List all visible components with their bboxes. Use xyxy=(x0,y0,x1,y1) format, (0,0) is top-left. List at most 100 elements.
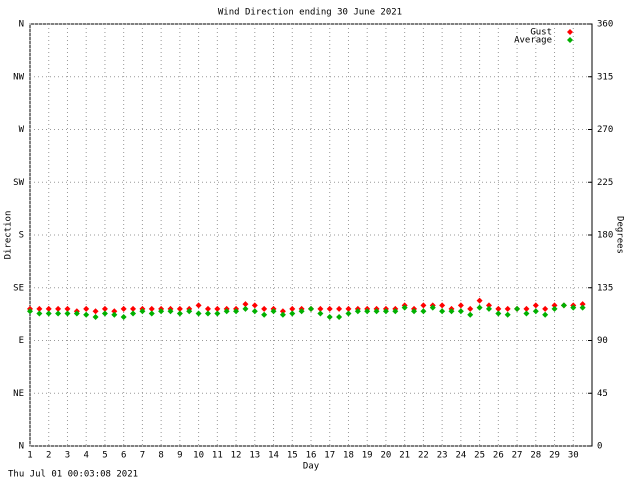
point xyxy=(36,305,43,312)
point xyxy=(251,308,258,315)
point xyxy=(176,305,183,312)
y-tick-label: W xyxy=(19,125,25,135)
x-axis-label: Day xyxy=(303,462,320,472)
point xyxy=(317,305,324,312)
x-tick-label: 12 xyxy=(231,451,242,461)
point xyxy=(83,305,90,312)
x-tick-label: 28 xyxy=(530,451,541,461)
point xyxy=(148,310,155,317)
point xyxy=(579,304,586,311)
x-tick-label: 10 xyxy=(193,451,204,461)
point xyxy=(504,311,511,318)
point xyxy=(270,308,277,315)
point xyxy=(495,305,502,312)
point xyxy=(130,310,137,317)
y2-tick-label: 45 xyxy=(597,389,608,399)
point xyxy=(420,308,427,315)
point xyxy=(345,305,352,312)
point xyxy=(485,305,492,312)
point xyxy=(514,305,521,312)
point xyxy=(261,305,268,312)
point xyxy=(111,308,118,315)
y2-tick-label: 225 xyxy=(597,178,613,188)
x-tick-label: 30 xyxy=(568,451,579,461)
x-tick-label: 22 xyxy=(418,451,429,461)
x-tick-label: 6 xyxy=(121,451,126,461)
point xyxy=(279,308,286,315)
x-tick-label: 5 xyxy=(102,451,107,461)
y2-tick-label: 90 xyxy=(597,336,608,346)
point xyxy=(476,304,483,311)
point xyxy=(223,308,230,315)
y-axis-label: Direction xyxy=(4,211,14,260)
point xyxy=(354,308,361,315)
point xyxy=(532,302,539,309)
point xyxy=(429,304,436,311)
point xyxy=(476,297,483,304)
point xyxy=(523,310,530,317)
point xyxy=(204,305,211,312)
point xyxy=(289,305,296,312)
x-tick-label: 14 xyxy=(268,451,279,461)
chart-title: Wind Direction ending 30 June 2021 xyxy=(218,8,402,18)
point xyxy=(336,305,343,312)
point xyxy=(233,308,240,315)
x-tick-label: 18 xyxy=(343,451,354,461)
point xyxy=(242,305,249,312)
point xyxy=(542,305,549,312)
point xyxy=(457,308,464,315)
x-tick-label: 7 xyxy=(140,451,145,461)
point xyxy=(532,308,539,315)
x-tick-label: 16 xyxy=(306,451,317,461)
y2-axis-label: Degrees xyxy=(615,216,625,254)
x-tick-label: 21 xyxy=(399,451,410,461)
point xyxy=(401,304,408,311)
y2-tick-label: 270 xyxy=(597,125,613,135)
y-tick-label: N xyxy=(19,442,24,452)
x-tick-label: 8 xyxy=(158,451,163,461)
point xyxy=(448,308,455,315)
point xyxy=(45,305,52,312)
y2-tick-label: 135 xyxy=(597,283,613,293)
point xyxy=(289,310,296,317)
point xyxy=(55,305,62,312)
point xyxy=(485,302,492,309)
y-tick-label: S xyxy=(19,231,24,241)
y-tick-label: SW xyxy=(13,178,24,188)
point xyxy=(279,311,286,318)
legend-marker xyxy=(567,37,573,43)
x-tick-label: 29 xyxy=(549,451,560,461)
point xyxy=(64,310,71,317)
y2-tick-label: 180 xyxy=(597,231,613,241)
point xyxy=(504,305,511,312)
point xyxy=(457,302,464,309)
point xyxy=(439,308,446,315)
point xyxy=(439,302,446,309)
point xyxy=(101,310,108,317)
y-tick-label: NW xyxy=(13,72,24,82)
point xyxy=(551,305,558,312)
y-tick-label: NE xyxy=(13,389,24,399)
x-tick-label: 9 xyxy=(177,451,182,461)
x-tick-label: 24 xyxy=(455,451,466,461)
point xyxy=(83,311,90,318)
point xyxy=(176,310,183,317)
point xyxy=(148,305,155,312)
legend-label: Gust xyxy=(530,28,552,38)
point xyxy=(495,310,502,317)
point xyxy=(467,305,474,312)
legend-marker xyxy=(567,29,573,35)
point xyxy=(27,308,33,315)
x-tick-label: 20 xyxy=(381,451,392,461)
x-tick-label: 4 xyxy=(83,451,88,461)
point xyxy=(411,308,418,315)
point xyxy=(36,310,43,317)
y2-tick-label: 360 xyxy=(597,20,613,30)
point xyxy=(560,302,567,309)
y-tick-label: N xyxy=(19,20,24,30)
point xyxy=(382,308,389,315)
point xyxy=(158,308,165,315)
point xyxy=(92,314,99,321)
point xyxy=(373,308,380,315)
